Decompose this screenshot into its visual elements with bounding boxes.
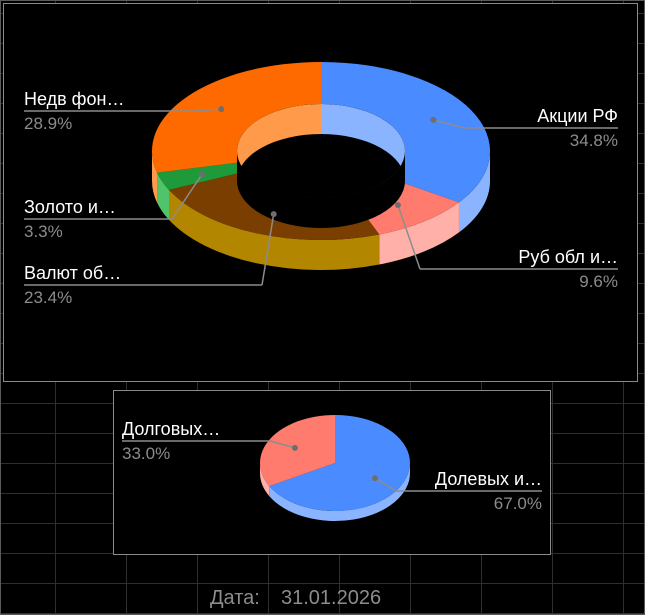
leader-dot xyxy=(394,201,401,208)
slice-percent: 23.4% xyxy=(24,288,72,307)
date-value[interactable]: 31.01.2026 xyxy=(281,587,382,609)
pie-slice[interactable] xyxy=(151,62,321,173)
slice-percent: 9.6% xyxy=(579,272,618,291)
leader-dot xyxy=(199,171,206,178)
slice-percent: 3.3% xyxy=(24,222,63,241)
leader-line xyxy=(397,204,421,270)
slice-percent: 67.0% xyxy=(494,494,542,513)
pie-slice[interactable] xyxy=(269,415,410,511)
slice-inner-wall xyxy=(321,104,405,181)
slice-side-wall xyxy=(269,463,410,521)
pie-chart-svg: Долевых и… 67.0% Долговых… 33.0% xyxy=(122,415,542,521)
slice-label: Золото и… xyxy=(24,197,116,217)
leader-dot xyxy=(372,475,379,482)
slice-side-wall xyxy=(379,202,459,265)
slice-percent: 34.8% xyxy=(570,131,618,150)
leader-dot xyxy=(218,106,225,113)
leader-dot xyxy=(291,444,298,451)
slice-side-wall xyxy=(169,189,380,270)
slice-label: Долевых и… xyxy=(435,469,542,489)
leader-dot xyxy=(430,116,437,123)
slice-side-wall xyxy=(157,172,170,220)
allocation-donut-chart[interactable]: Акции РФ 34.8% Руб обл и… 9.6% Валют об… 23.4… xyxy=(3,3,638,382)
leader-line xyxy=(171,173,203,220)
slice-label: Долговых… xyxy=(122,419,220,439)
leader-line xyxy=(193,108,222,112)
slice-side-wall xyxy=(260,463,270,497)
slice-side-wall xyxy=(458,151,490,233)
leader-line xyxy=(433,119,465,129)
pie-slice[interactable] xyxy=(260,415,335,487)
equity-debt-pie-chart[interactable]: Долевых и… 67.0% Долговых… 33.0% xyxy=(113,390,551,555)
leader-line xyxy=(269,440,296,449)
slice-label: Акции РФ xyxy=(537,106,618,126)
leader-line xyxy=(261,213,275,286)
slice-label: Валют об… xyxy=(24,263,121,283)
date-label: Дата: xyxy=(210,587,260,609)
slice-percent: 28.9% xyxy=(24,114,72,133)
leader-line xyxy=(374,477,397,492)
slice-label: Недв фон… xyxy=(24,89,124,109)
leader-dot xyxy=(270,211,277,218)
slice-percent: 33.0% xyxy=(122,444,170,463)
date-row: Дата: 31.01.2026 xyxy=(0,585,645,613)
slice-side-wall xyxy=(152,151,158,203)
slice-inner-wall xyxy=(237,104,321,181)
donut-chart-svg: Акции РФ 34.8% Руб обл и… 9.6% Валют об… 23.4… xyxy=(24,62,618,307)
pie-slice[interactable] xyxy=(321,62,491,203)
donut-hole-floor xyxy=(237,151,405,228)
slice-label: Руб обл и… xyxy=(518,247,618,267)
